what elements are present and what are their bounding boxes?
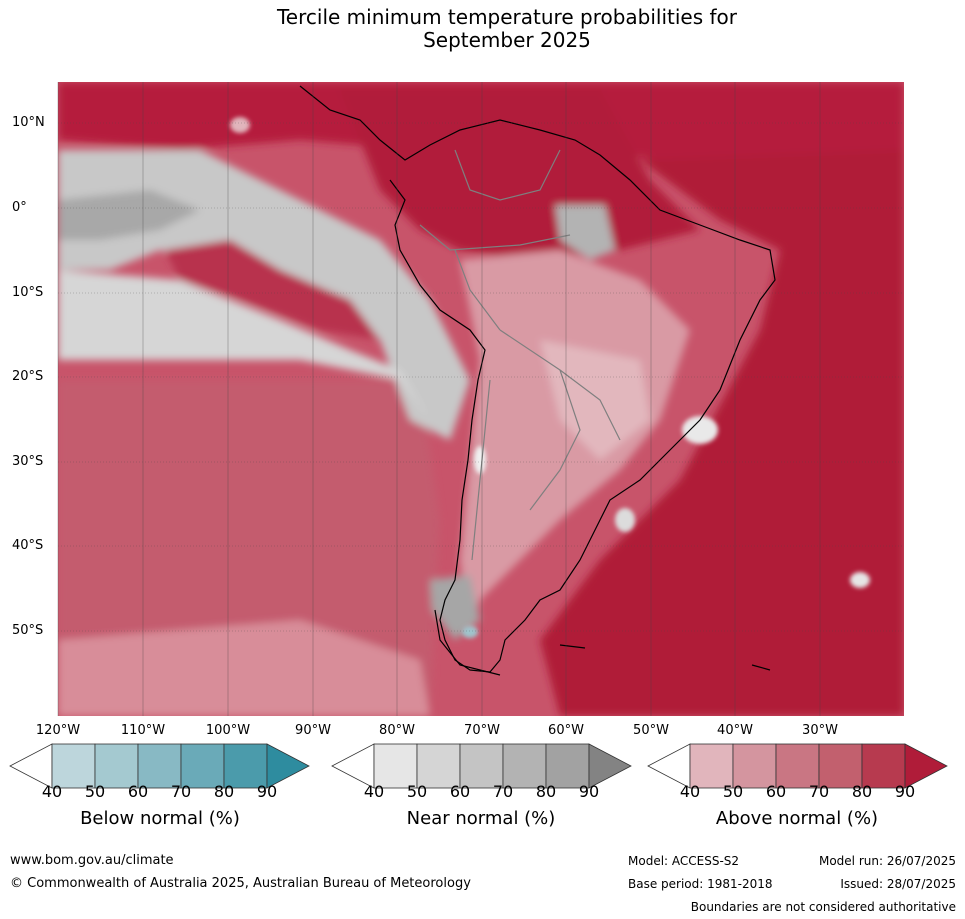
colorbar-tick: 90 xyxy=(578,782,600,801)
colorbar-tick: 60 xyxy=(449,782,471,801)
colorbar-below-normal-label: Below normal (%) xyxy=(80,808,240,829)
colorbar-below-normal-segment xyxy=(94,743,139,789)
country-borders xyxy=(419,149,621,561)
colorbar-tick: 70 xyxy=(170,782,192,801)
map-plot-area xyxy=(58,82,904,716)
colorbar-above-normal xyxy=(647,743,948,789)
lon-label: 120°W xyxy=(35,723,81,738)
colorbar-near-normal-label: Near normal (%) xyxy=(406,808,556,829)
colorbar-above-normal-segment xyxy=(775,743,820,789)
lon-label: 30°W xyxy=(802,723,838,738)
issued-date: Issued: 28/07/2025 xyxy=(840,877,956,891)
colorbar-near-normal xyxy=(331,743,632,789)
colorbar-tick: 50 xyxy=(722,782,744,801)
colorbar-above-normal-segment xyxy=(818,743,863,789)
lat-label: 30°S xyxy=(12,454,44,469)
lon-label: 110°W xyxy=(120,723,166,738)
lat-label: 50°S xyxy=(12,623,44,638)
colorbar-above-normal-segment xyxy=(732,743,777,789)
colorbar-above-normal-high-arrow xyxy=(904,743,948,789)
model-run-date: Model run: 26/07/2025 xyxy=(818,854,956,868)
colorbar-tick: 50 xyxy=(406,782,428,801)
colorbar-near-normal-high-arrow xyxy=(588,743,632,789)
lon-label: 70°W xyxy=(464,723,500,738)
colorbar-tick: 90 xyxy=(256,782,278,801)
lon-label: 90°W xyxy=(295,723,331,738)
colorbar-tick: 60 xyxy=(127,782,149,801)
colorbar-tick: 70 xyxy=(492,782,514,801)
colorbar-below-normal-segment xyxy=(51,743,96,789)
colorbar-tick: 90 xyxy=(894,782,916,801)
website-link[interactable]: www.bom.gov.au/climate xyxy=(10,853,174,868)
colorbar-tick: 50 xyxy=(84,782,106,801)
lon-label: 40°W xyxy=(717,723,753,738)
colorbar-tick: 40 xyxy=(363,782,385,801)
colorbar-tick: 80 xyxy=(213,782,235,801)
lat-label: 0° xyxy=(12,200,27,215)
base-period: Base period: 1981-2018 xyxy=(628,877,773,891)
lat-label: 20°S xyxy=(12,369,44,384)
colorbar-near-normal-segment xyxy=(416,743,461,789)
colorbar-below-normal-segment xyxy=(180,743,225,789)
lat-label: 10°N xyxy=(12,115,45,130)
colorbar-near-normal-segment xyxy=(502,743,547,789)
model-name: Model: ACCESS-S2 xyxy=(628,854,740,868)
gridlines xyxy=(57,82,904,716)
colorbar-tick: 60 xyxy=(765,782,787,801)
colorbar-near-normal-segment xyxy=(545,743,590,789)
coastlines xyxy=(299,85,776,676)
colorbar-below-normal-segment xyxy=(137,743,182,789)
lon-label: 50°W xyxy=(633,723,669,738)
lat-label: 40°S xyxy=(12,538,44,553)
colorbar-above-normal-label: Above normal (%) xyxy=(715,808,879,829)
colorbar-tick: 80 xyxy=(535,782,557,801)
probability-field xyxy=(58,82,904,716)
copyright-text: © Commonwealth of Australia 2025, Austra… xyxy=(10,876,471,891)
colorbar-above-normal-segment xyxy=(689,743,734,789)
colorbar-tick: 80 xyxy=(851,782,873,801)
lon-label: 80°W xyxy=(379,723,415,738)
lon-label: 60°W xyxy=(548,723,584,738)
lon-label: 100°W xyxy=(205,723,251,738)
probability-details xyxy=(230,117,870,638)
map-title-line-1: Tercile minimum temperature probabilitie… xyxy=(276,5,738,29)
boundaries-disclaimer: Boundaries are not considered authoritat… xyxy=(690,900,956,914)
colorbar-below-normal xyxy=(9,743,310,789)
colorbar-tick: 40 xyxy=(41,782,63,801)
map-title-line-2: September 2025 xyxy=(423,28,591,52)
colorbar-tick: 70 xyxy=(808,782,830,801)
colorbar-tick: 40 xyxy=(679,782,701,801)
lat-label: 10°S xyxy=(12,285,44,300)
colorbar-below-normal-high-arrow xyxy=(266,743,310,789)
colorbar-above-normal-segment xyxy=(861,743,906,789)
